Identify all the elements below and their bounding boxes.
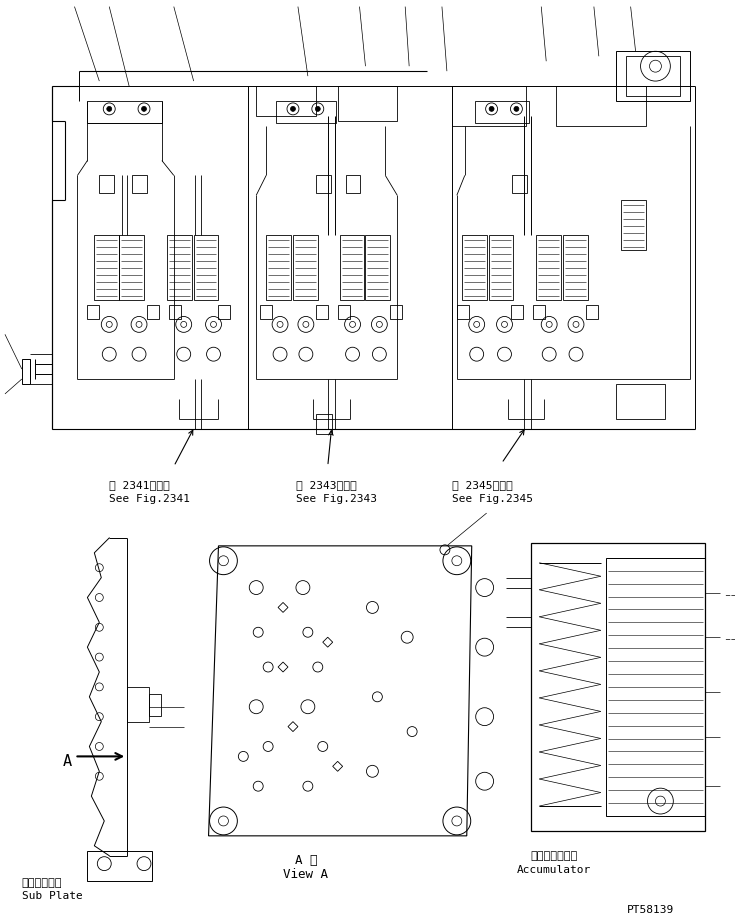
Text: サブプレート: サブプレート [22, 878, 62, 888]
Bar [169, 304, 181, 320]
Bar [537, 235, 561, 300]
Bar [365, 235, 390, 300]
Bar [22, 359, 30, 384]
Bar [293, 235, 318, 300]
Bar [531, 543, 705, 831]
Bar [337, 304, 350, 320]
Bar [147, 304, 159, 320]
Text: A: A [62, 754, 71, 769]
Bar [127, 686, 149, 721]
Text: 第 2345図参照: 第 2345図参照 [452, 481, 512, 491]
Bar [316, 414, 331, 434]
Bar [87, 101, 162, 123]
Bar [457, 304, 469, 320]
Bar [340, 235, 365, 300]
Text: ─ ─: ─ ─ [725, 593, 735, 598]
Bar [534, 304, 545, 320]
Bar [132, 176, 147, 193]
Circle shape [489, 107, 494, 111]
Bar [512, 304, 523, 320]
Bar [266, 235, 291, 300]
Bar [616, 384, 665, 419]
Bar [149, 694, 161, 716]
Bar [620, 200, 645, 250]
Bar [556, 86, 645, 126]
Circle shape [107, 107, 112, 111]
Bar [489, 235, 514, 300]
Bar [563, 235, 588, 300]
Bar [257, 86, 316, 116]
Text: Sub Plate: Sub Plate [22, 891, 82, 902]
Bar [625, 56, 681, 96]
Bar [337, 86, 397, 120]
Bar [606, 558, 705, 816]
Bar [316, 304, 328, 320]
Text: 第 2341図参照: 第 2341図参照 [110, 481, 170, 491]
Text: 第 2343図参照: 第 2343図参照 [296, 481, 356, 491]
Circle shape [142, 107, 146, 111]
Circle shape [290, 107, 295, 111]
Bar [390, 304, 402, 320]
Circle shape [315, 107, 320, 111]
Bar [99, 176, 114, 193]
Bar [475, 101, 529, 123]
Bar [218, 304, 230, 320]
Bar [452, 86, 526, 126]
Bar [276, 101, 336, 123]
Bar [193, 235, 218, 300]
Text: View A: View A [284, 868, 329, 880]
Text: See Fig.2343: See Fig.2343 [296, 494, 377, 505]
Circle shape [514, 107, 519, 111]
Text: PT58139: PT58139 [627, 905, 674, 915]
Bar [260, 304, 272, 320]
Bar [87, 304, 99, 320]
Text: See Fig.2341: See Fig.2341 [110, 494, 190, 505]
Text: A 視: A 視 [295, 854, 317, 867]
Bar [119, 235, 144, 300]
Bar [345, 176, 360, 193]
Bar [616, 51, 690, 101]
Bar [94, 235, 119, 300]
Text: アキュムレータ: アキュムレータ [531, 851, 578, 861]
Bar [87, 851, 152, 880]
Bar [462, 235, 487, 300]
Bar [586, 304, 598, 320]
Text: ─ ─: ─ ─ [725, 637, 735, 643]
Bar [316, 176, 331, 193]
Text: See Fig.2345: See Fig.2345 [452, 494, 533, 505]
Bar [512, 176, 527, 193]
Bar [167, 235, 192, 300]
Text: Accumulator: Accumulator [517, 865, 591, 875]
